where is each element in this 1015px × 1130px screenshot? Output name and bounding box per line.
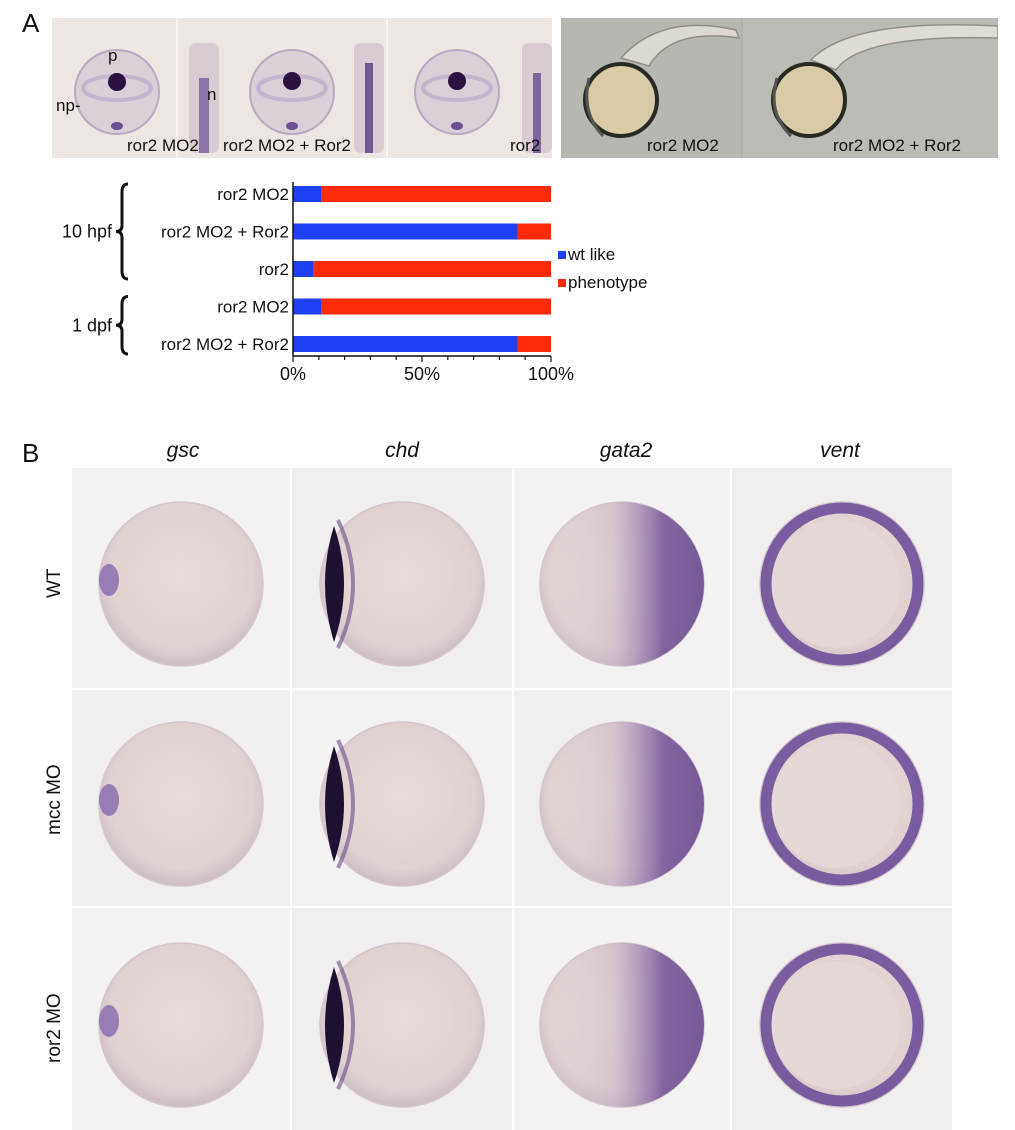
- larva-photo-strip: ror2 MO2 ror2 MO2 + Ror2: [561, 18, 999, 158]
- label-larva-ror2-mo2: ror2 MO2: [647, 136, 719, 155]
- category-label-4: ror2 MO2 + Ror2: [161, 335, 289, 354]
- legend-label-1: phenotype: [568, 273, 647, 292]
- column-header-gata2: gata2: [599, 439, 653, 462]
- column-header-gsc: gsc: [166, 439, 200, 462]
- embryo-chd-wt: [292, 468, 512, 688]
- x-tick-label-0: 0%: [280, 364, 306, 384]
- bar-wt-like-3: [293, 298, 322, 315]
- embryo-vent-mcc-mo: [732, 690, 952, 906]
- label-p: p: [108, 46, 118, 65]
- embryo-chd-mcc-mo: [292, 690, 512, 906]
- bar-wt-like-0: [293, 186, 322, 202]
- label-ror2-mo2: ror2 MO2: [127, 136, 199, 155]
- embryo-chd-ror2-mo: [292, 908, 512, 1130]
- embryo-gata2-mcc-mo: [514, 690, 730, 906]
- group-brace-1: [115, 295, 129, 356]
- embryo-gsc-mcc-mo: [72, 690, 290, 906]
- bar-phenotype-2: [313, 261, 551, 277]
- bar-phenotype-4: [517, 336, 551, 352]
- bar-wt-like-1: [293, 223, 518, 240]
- row-label-ror2-mo: ror2 MO: [44, 993, 65, 1063]
- row-label-mcc-mo: mcc MO: [44, 764, 65, 835]
- legend-label-0: wt like: [567, 245, 615, 264]
- bar-wt-like-4: [293, 336, 518, 352]
- legend-swatch-1: [558, 279, 566, 287]
- bar-phenotype-1: [517, 223, 551, 240]
- label-ror2-mo2-plus-ror2: ror2 MO2 + Ror2: [223, 136, 352, 155]
- panel-a-letter: A: [22, 8, 40, 38]
- bar-phenotype-0: [321, 186, 551, 202]
- label-np: np-: [56, 96, 81, 115]
- embryo-vent-ror2-mo: [732, 908, 952, 1130]
- embryo-gata2-wt: [514, 468, 730, 688]
- x-tick-label-1: 50%: [404, 364, 440, 384]
- category-label-1: ror2 MO2 + Ror2: [161, 223, 289, 242]
- label-larva-ror2-mo2-plus-ror2: ror2 MO2 + Ror2: [833, 136, 962, 155]
- label-n: n: [207, 85, 217, 104]
- bar-wt-like-2: [293, 261, 314, 277]
- row-label-wt: WT: [44, 568, 65, 598]
- group-brace-0: [115, 182, 129, 281]
- early-embryo-drawing: [74, 18, 552, 158]
- column-header-chd: chd: [385, 439, 419, 462]
- group-label-0: 10 hpf: [62, 222, 113, 242]
- phenotype-bar-chart: ror2 MO2 ror2 MO2 + Ror2 ror2 ror2 MO2 ror2 …: [62, 182, 647, 384]
- embryo-dorsal-view-1: [74, 49, 160, 135]
- embryo-gsc-ror2-mo: [72, 908, 290, 1130]
- early-embryo-photo-strip: p np- n ror2 MO2 ror2 MO2 + Ror2 ror2: [52, 18, 552, 158]
- larva-drawing: [561, 18, 999, 158]
- category-label-0: ror2 MO2: [217, 185, 289, 204]
- embryo-dorsal-view-3: [414, 49, 500, 135]
- panel-b-letter: B: [22, 438, 40, 468]
- legend-swatch-0: [558, 251, 566, 259]
- embryo-gsc-wt: [72, 468, 290, 688]
- embryo-dorsal-view-2: [249, 49, 335, 135]
- group-label-1: 1 dpf: [72, 315, 113, 335]
- column-header-vent: vent: [820, 439, 860, 462]
- bar-phenotype-3: [321, 298, 551, 315]
- label-ror2: ror2: [510, 136, 541, 155]
- embryo-vent-wt: [732, 468, 952, 688]
- category-label-3: ror2 MO2: [217, 298, 289, 317]
- in-situ-image-grid: [72, 468, 952, 1130]
- category-label-2: ror2: [259, 260, 289, 279]
- x-tick-label-2: 100%: [528, 364, 574, 384]
- embryo-gata2-ror2-mo: [514, 908, 730, 1130]
